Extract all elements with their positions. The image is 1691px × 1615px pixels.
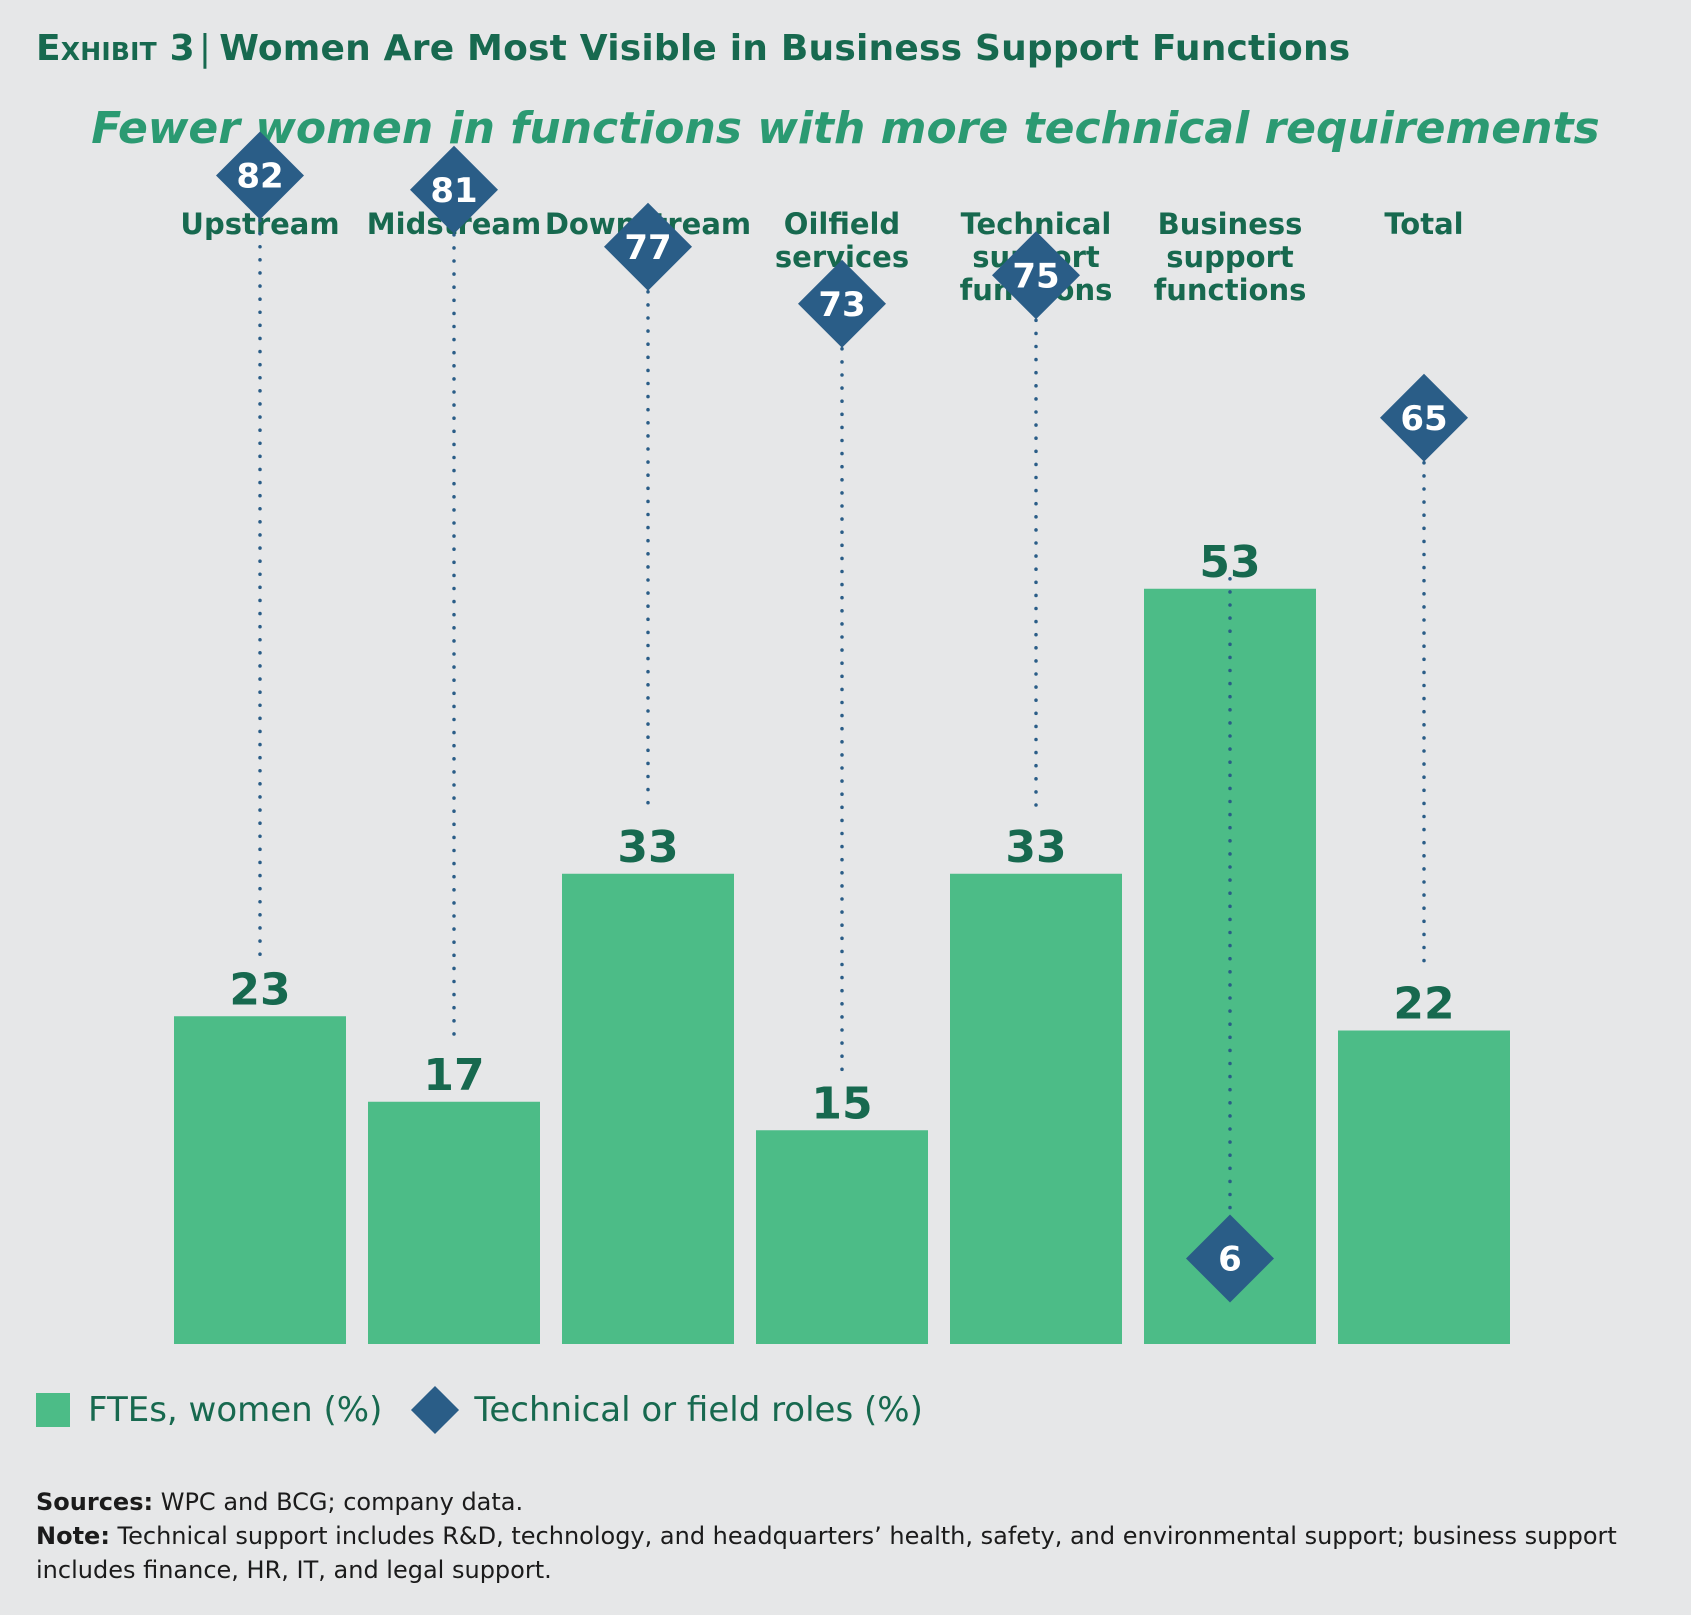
legend-diamond-label: Technical or field roles (%) [474,1390,923,1430]
bar-diamond-chart: Upstream2382Midstream1781Downstream3377O… [174,131,1510,1344]
bar [950,873,1122,1344]
bar [1338,1030,1510,1344]
bar-value-label: 22 [1393,979,1454,1030]
diamond-value-label: 81 [430,171,477,211]
diamond-value-label: 65 [1400,399,1447,439]
sources-text: WPC and BCG; company data. [153,1488,524,1516]
chart-title: Exhibit 3 | Women Are Most Visible in Busi… [36,28,1350,69]
bar-value-label: 23 [229,964,290,1015]
bar-value-label: 33 [1005,822,1066,873]
chart-subtitle: Fewer women in functions with more techn… [91,103,1600,154]
diamond-marker [410,145,498,234]
diamond-marker [1186,1214,1274,1303]
sources-line: Sources: WPC and BCG; company data. [36,1485,1656,1519]
bar-value-label: 33 [617,822,678,873]
diamond-marker [992,231,1080,320]
bar [174,1016,346,1344]
diamond-value-label: 82 [236,157,283,197]
note-text: Technical support includes R&D, technolo… [36,1522,1617,1584]
diamond-marker [604,202,692,291]
footnotes: Sources: WPC and BCG; company data. Note… [36,1485,1656,1587]
category-label: Total [1384,207,1463,241]
bar-value-label: 53 [1199,537,1260,588]
note-line: Note: Technical support includes R&D, te… [36,1519,1656,1587]
bar [368,1101,540,1344]
diamond-value-label: 6 [1218,1240,1242,1280]
bar [562,873,734,1344]
legend-bar-swatch [36,1393,70,1427]
bar-value-label: 15 [811,1078,872,1129]
legend: FTEs, women (%) Technical or field roles… [36,1385,923,1435]
diamond-value-label: 77 [624,228,671,268]
bar-value-label: 17 [423,1050,484,1101]
note-label: Note: [36,1522,110,1550]
diamond-marker [1380,373,1468,462]
exhibit-label: Exhibit 3 [36,28,195,69]
title-separator: | [198,28,212,69]
sources-label: Sources: [36,1488,154,1516]
diamond-value-label: 75 [1012,256,1059,296]
diamond-marker [798,259,886,348]
title-text: Women Are Most Visible in Business Suppo… [219,28,1351,69]
diamond-value-label: 73 [818,285,865,325]
category-label: Business support functions [1154,207,1307,307]
bar [756,1130,928,1344]
legend-bar-label: FTEs, women (%) [88,1390,383,1430]
diamond-marker [216,131,304,220]
legend-diamond-swatch [411,1385,460,1435]
